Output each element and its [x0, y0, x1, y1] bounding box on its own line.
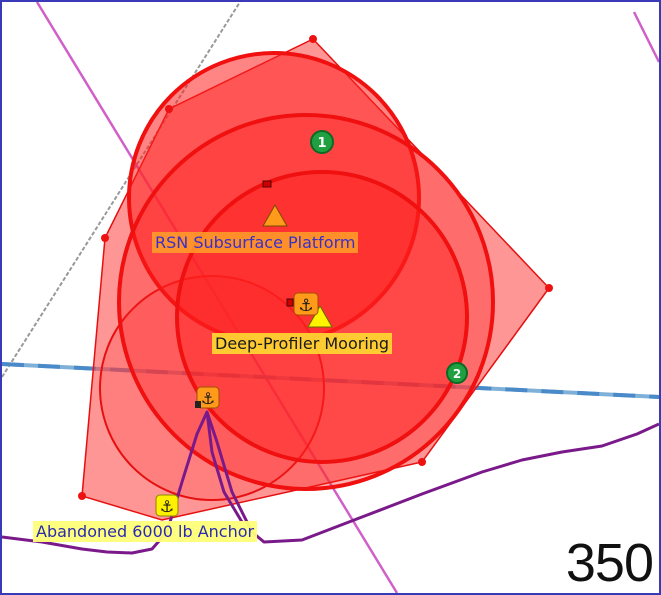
cable-route-line: [2, 410, 659, 555]
green-numbered-marker-1[interactable]: 1: [310, 130, 334, 154]
green-marker-2-label: 2: [453, 367, 461, 381]
anchor-icon-abandoned[interactable]: ⚓: [155, 494, 179, 517]
svg-text:⚓: ⚓: [160, 497, 174, 516]
green-numbered-marker-2[interactable]: 2: [446, 362, 468, 384]
svg-text:⚓: ⚓: [201, 389, 215, 408]
abandoned-anchor-label[interactable]: Abandoned 6000 lb Anchor: [33, 521, 258, 542]
triangle-warning-icon-orange[interactable]: [262, 203, 288, 227]
cable-route-line-secondary: [205, 411, 244, 523]
triangle-warning-icon-yellow[interactable]: [307, 304, 333, 328]
polygon-vertices: [78, 35, 553, 500]
deep-profiler-label[interactable]: Deep-Profiler Mooring: [212, 333, 393, 354]
polygon-vertex[interactable]: [78, 492, 86, 500]
rsn-platform-label[interactable]: RSN Subsurface Platform: [152, 232, 359, 253]
small-platform-marker[interactable]: [262, 180, 272, 188]
anchor-icon-deep-profiler[interactable]: ⚓: [286, 292, 319, 316]
depth-value-label: 350: [565, 533, 654, 593]
gray-dashed-contour-line: [2, 2, 241, 378]
polygon-vertex[interactable]: [309, 35, 317, 43]
polygon-vertex[interactable]: [545, 284, 553, 292]
svg-text:⚓: ⚓: [298, 296, 313, 316]
pink-transit-line-right: [632, 11, 659, 63]
anchor-icon-middle[interactable]: ⚓: [195, 386, 220, 409]
polygon-vertex[interactable]: [418, 458, 426, 466]
polygon-vertex[interactable]: [101, 234, 109, 242]
polygon-vertex[interactable]: [165, 105, 173, 113]
green-marker-1-label: 1: [317, 136, 326, 151]
